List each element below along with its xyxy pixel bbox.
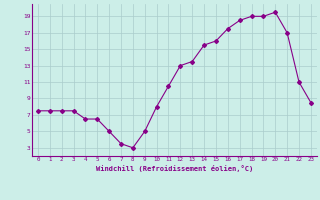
X-axis label: Windchill (Refroidissement éolien,°C): Windchill (Refroidissement éolien,°C)	[96, 165, 253, 172]
